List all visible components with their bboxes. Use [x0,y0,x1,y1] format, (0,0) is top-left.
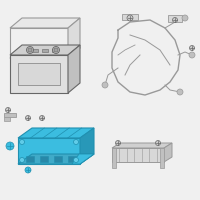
Circle shape [74,140,78,144]
Circle shape [116,140,120,146]
Polygon shape [18,63,60,85]
Circle shape [189,52,195,58]
Circle shape [6,108,10,112]
Circle shape [74,158,78,162]
Circle shape [182,15,188,21]
Circle shape [52,46,60,53]
Polygon shape [18,154,94,164]
Circle shape [190,46,194,50]
Circle shape [20,158,24,162]
Polygon shape [10,55,68,93]
Circle shape [40,116,44,120]
Circle shape [102,82,108,88]
Polygon shape [122,14,138,20]
Polygon shape [42,49,48,52]
Polygon shape [10,45,80,55]
Polygon shape [68,18,80,58]
Polygon shape [68,45,80,93]
Polygon shape [54,156,62,162]
Circle shape [25,167,31,173]
Polygon shape [4,113,16,117]
Polygon shape [10,18,80,28]
Circle shape [127,15,133,21]
Polygon shape [32,49,38,52]
Polygon shape [26,156,34,162]
Polygon shape [112,148,164,162]
Circle shape [26,116,30,120]
Polygon shape [160,148,164,168]
Polygon shape [4,117,10,121]
Polygon shape [80,128,94,164]
Circle shape [26,46,34,53]
Polygon shape [112,148,116,168]
Polygon shape [18,138,80,164]
Polygon shape [72,154,94,164]
Circle shape [20,140,24,144]
Polygon shape [164,143,172,162]
Circle shape [54,48,58,52]
Polygon shape [68,156,76,162]
Circle shape [156,140,160,146]
Circle shape [177,89,183,95]
Polygon shape [40,156,48,162]
Polygon shape [112,143,172,148]
Circle shape [6,142,14,150]
Polygon shape [18,128,94,138]
Polygon shape [52,49,58,52]
Polygon shape [10,28,68,58]
Polygon shape [168,15,182,22]
Circle shape [172,18,178,22]
Circle shape [28,48,32,52]
